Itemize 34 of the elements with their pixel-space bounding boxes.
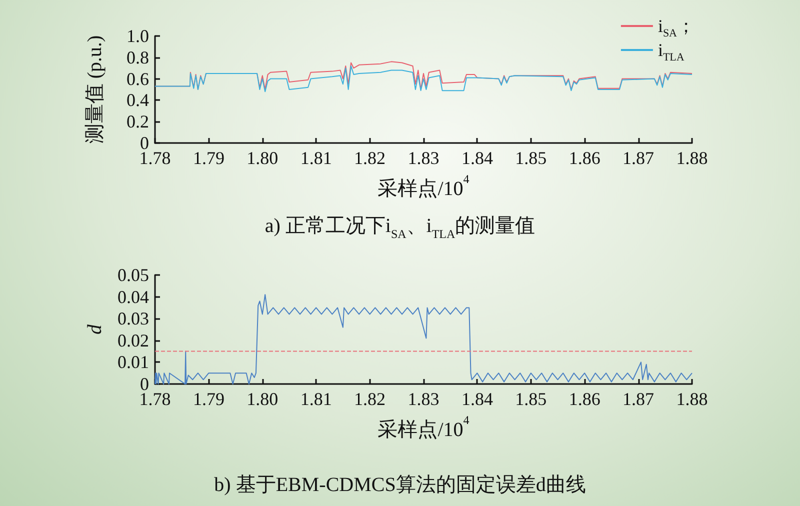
x-tick-label: 1.81 [300, 389, 332, 409]
y-tick-label: 0.02 [118, 330, 149, 350]
x-tick-label: 1.85 [515, 148, 547, 168]
x-tick-label: 1.80 [246, 389, 278, 409]
y-tick-label: 0.05 [118, 265, 149, 285]
y-tick-label: 0.2 [126, 112, 149, 132]
x-tick-label: 1.84 [461, 148, 493, 168]
x-tick-label: 1.82 [354, 389, 386, 409]
y-tick-label: 0.8 [126, 47, 149, 68]
x-tick-label: 1.85 [515, 389, 547, 409]
y-tick-label: 0.6 [126, 68, 149, 89]
x-tick-label: 1.86 [568, 389, 600, 409]
y-tick-label: 0.04 [118, 286, 149, 307]
x-tick-label: 1.87 [622, 389, 654, 409]
y-tick-label: 0.4 [126, 90, 149, 110]
y-tick-label: 1.0 [126, 26, 149, 46]
y-axis-title: d [84, 324, 106, 334]
x-tick-label: 1.86 [568, 148, 600, 168]
x-tick-label: 1.88 [676, 389, 708, 409]
x-tick-label: 1.83 [408, 389, 440, 409]
text: b) 基于EBM-CDMCS算法的固定误差d曲线 [214, 474, 586, 496]
x-tick-label: 1.79 [192, 148, 224, 168]
x-tick-label: 1.84 [461, 389, 493, 409]
x-tick-label: 1.81 [300, 148, 332, 168]
x-tick-label: 1.88 [676, 148, 708, 168]
y-axis-title: 测量值 (p.u.) [84, 35, 106, 144]
x-tick-label: 1.87 [622, 148, 654, 168]
x-tick-label: 1.83 [408, 148, 440, 168]
y-tick-label: 0.01 [118, 352, 149, 372]
x-tick-label: 1.82 [354, 148, 386, 168]
x-tick-label: 1.80 [246, 148, 278, 168]
y-tick-label: 0.03 [118, 308, 149, 329]
x-tick-label: 1.79 [192, 389, 224, 409]
line-series [154, 65, 692, 92]
